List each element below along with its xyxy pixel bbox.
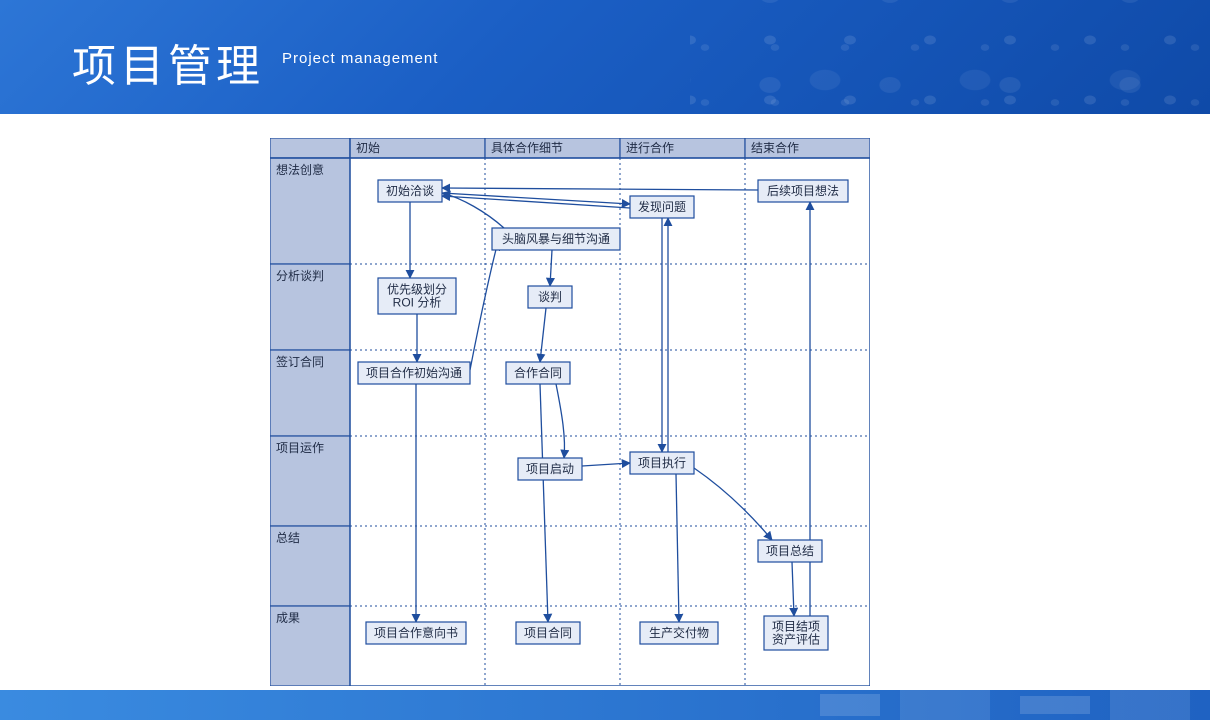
flow-node-label: 发现问题 — [638, 199, 686, 214]
flow-node-label: 头脑风暴与细节沟通 — [502, 232, 610, 246]
flow-node-label: 初始洽谈 — [386, 184, 434, 198]
flow-edge — [442, 188, 758, 190]
flow-edge — [470, 242, 498, 370]
project-flowchart: 初始 具体合作细节 进行合作 结束合作想法创意分析谈判签订合同项目运作总结成果 初始洽谈… — [270, 138, 870, 686]
flow-node-label: 项目结项 — [772, 620, 820, 634]
flow-node-label: 项目合作初始沟通 — [366, 365, 462, 380]
flow-node-label: 项目合作意向书 — [374, 625, 458, 640]
page-title-en: Project management — [282, 50, 438, 67]
flow-node-label: 后续项目想法 — [767, 183, 839, 198]
header-banner: 项目管理 Project management — [0, 0, 1210, 114]
flow-node-label: 项目启动 — [526, 462, 574, 476]
col-header-label: 进行合作 — [626, 140, 674, 155]
flow-edge — [676, 474, 679, 622]
flow-edge — [792, 562, 794, 616]
flow-node-label: 项目合同 — [524, 625, 572, 640]
col-header-label: 初始 — [356, 141, 380, 155]
flow-node-label: 谈判 — [538, 290, 562, 304]
flow-edge — [556, 384, 565, 458]
flow-node-label: ROI 分析 — [393, 296, 442, 310]
row-header-label: 总结 — [276, 531, 300, 545]
flow-node-label: 项目总结 — [766, 544, 814, 558]
flow-edge — [694, 468, 772, 540]
flow-node-label: 资产评估 — [772, 633, 820, 647]
flow-node-label: 优先级划分 — [387, 283, 447, 297]
row-header-label: 想法创意 — [276, 162, 324, 177]
flow-edge — [582, 463, 630, 466]
row-header-label: 分析谈判 — [276, 269, 324, 283]
row-header-label: 签订合同 — [276, 354, 324, 369]
flow-edge — [540, 308, 546, 362]
flow-node-label: 合作合同 — [514, 365, 562, 380]
page-title-cn: 项目管理 — [72, 30, 264, 94]
flow-edge — [550, 250, 552, 286]
flow-edge — [540, 384, 548, 622]
row-header-label: 项目运作 — [276, 441, 324, 455]
col-header-label: 具体合作细节 — [491, 140, 563, 155]
flow-node-label: 项目执行 — [638, 456, 686, 470]
footer-banner — [0, 690, 1210, 720]
row-header-label: 成果 — [276, 611, 300, 625]
flow-node-label: 生产交付物 — [649, 625, 709, 640]
col-header-label: 结束合作 — [751, 140, 799, 155]
col-header — [270, 138, 350, 158]
